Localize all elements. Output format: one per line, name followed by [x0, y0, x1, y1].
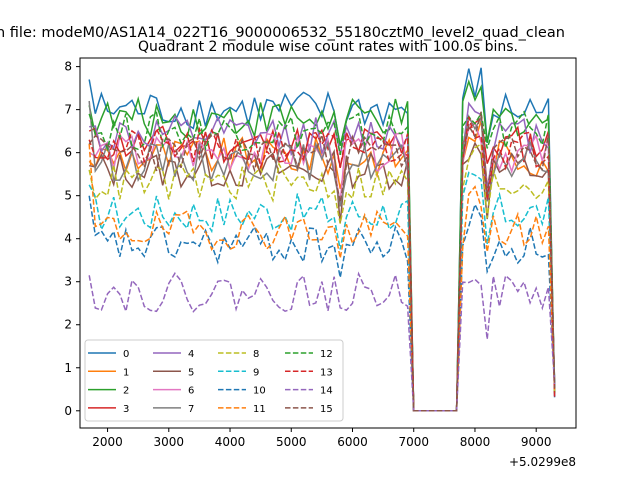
series-line-10 — [88, 195, 556, 412]
series-line-13 — [88, 116, 556, 412]
y-tick-label: 1 — [64, 361, 72, 375]
y-tick-label: 8 — [64, 60, 72, 74]
x-tick-label: 5000 — [276, 435, 307, 449]
legend-label-15: 15 — [320, 404, 333, 415]
legend-label-1: 1 — [123, 367, 129, 378]
legend-label-4: 4 — [188, 349, 194, 360]
legend-label-13: 13 — [320, 367, 333, 378]
legend-label-9: 9 — [253, 367, 259, 378]
x-tick-label: 6000 — [337, 435, 368, 449]
series-layer — [88, 67, 556, 412]
chart-title: Quadrant 2 module wise count rates with … — [138, 39, 518, 55]
figure-suptitle: n file: modeM0/AS1A14_022T16_9000006532_… — [0, 25, 565, 41]
legend-label-8: 8 — [253, 349, 259, 360]
legend-label-11: 11 — [253, 404, 266, 415]
y-tick-label: 3 — [64, 275, 72, 289]
legend-label-14: 14 — [320, 386, 333, 397]
x-tick-label: 3000 — [154, 435, 185, 449]
series-line-7 — [88, 100, 556, 412]
y-tick-label: 4 — [64, 232, 72, 246]
series-line-11 — [88, 143, 556, 412]
legend-label-0: 0 — [123, 349, 129, 360]
plot-frame — [79, 57, 577, 429]
x-tick-label: 2000 — [92, 435, 123, 449]
axis-layer: 2000 3000 4000 5000 6000 7000 8000 900001234567… — [64, 60, 551, 449]
legend-label-2: 2 — [123, 386, 129, 397]
y-tick-label: 6 — [64, 146, 72, 160]
x-tick-label: 7000 — [398, 435, 429, 449]
legend-label-5: 5 — [188, 367, 194, 378]
legend-label-3: 3 — [123, 404, 129, 415]
series-line-12 — [88, 110, 556, 412]
legend-box — [84, 339, 344, 422]
legend-label-6: 6 — [188, 386, 194, 397]
x-tick-label: 8000 — [460, 435, 491, 449]
y-tick-label: 7 — [64, 103, 72, 117]
legend-label-7: 7 — [188, 404, 194, 415]
series-line-9 — [88, 171, 556, 412]
series-line-4 — [89, 101, 556, 412]
legend-label-12: 12 — [320, 349, 333, 360]
y-tick-label: 2 — [64, 318, 72, 332]
x-tick-label: 9000 — [521, 435, 552, 449]
x-offset-label: +5.0299e8 — [509, 455, 576, 469]
y-tick-label: 5 — [64, 189, 72, 203]
series-line-14 — [88, 271, 556, 412]
series-line-8 — [88, 142, 556, 412]
y-tick-label: 0 — [64, 404, 72, 418]
x-tick-label: 4000 — [215, 435, 246, 449]
series-line-0 — [88, 67, 556, 412]
series-line-2 — [88, 79, 556, 412]
series-line-15 — [88, 111, 556, 412]
legend-label-10: 10 — [253, 386, 266, 397]
